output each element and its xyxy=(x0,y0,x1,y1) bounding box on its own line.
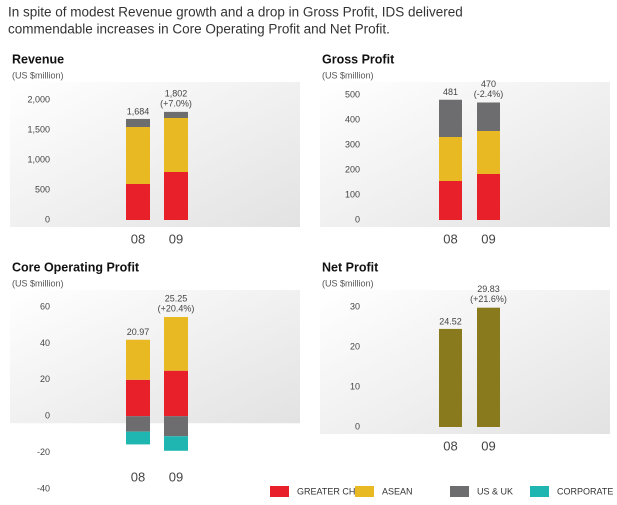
bar-segment xyxy=(126,379,150,417)
bar-segment xyxy=(164,416,188,437)
x-tick-label: 08 xyxy=(131,231,145,246)
total-label: 29.83 xyxy=(477,284,500,294)
x-tick-label: 09 xyxy=(481,231,495,246)
change-label: (+21.6%) xyxy=(470,294,507,304)
total-label: 24.52 xyxy=(439,316,462,326)
bar-segment xyxy=(164,317,188,371)
x-tick-label: 08 xyxy=(443,438,457,453)
bar-segment xyxy=(126,184,150,220)
y-tick-label: 1,500 xyxy=(27,124,50,134)
chart-title: Net Profit xyxy=(322,260,379,274)
y-tick-label: -40 xyxy=(37,483,50,493)
bar-segment xyxy=(164,370,188,417)
plot-background xyxy=(320,82,610,228)
bar-segment xyxy=(126,118,150,127)
total-label: 1,802 xyxy=(165,88,188,98)
bar-segment xyxy=(477,174,500,220)
plot-background xyxy=(10,82,300,228)
y-tick-label: 30 xyxy=(350,301,360,311)
bar-segment xyxy=(164,111,188,118)
total-label: 25.25 xyxy=(165,293,188,303)
bar-segment xyxy=(126,416,150,432)
bar-segment xyxy=(126,339,150,380)
y-tick-label: 200 xyxy=(345,164,360,174)
y-tick-label: 0 xyxy=(45,411,50,421)
total-label: 481 xyxy=(443,87,458,97)
unit-label: (US $million) xyxy=(12,278,64,288)
unit-label: (US $million) xyxy=(322,70,374,80)
header-line: commendable increases in Core Operating … xyxy=(8,22,390,37)
y-tick-label: 20 xyxy=(350,341,360,351)
x-tick-label: 09 xyxy=(481,438,495,453)
y-tick-label: 0 xyxy=(45,214,50,224)
x-tick-label: 09 xyxy=(169,231,183,246)
chart-title: Revenue xyxy=(12,52,64,66)
total-label: 20.97 xyxy=(127,327,150,337)
y-tick-label: 400 xyxy=(345,114,360,124)
header-line: In spite of modest Revenue growth and a … xyxy=(8,5,463,20)
chart-title: Gross Profit xyxy=(322,52,395,66)
y-tick-label: -20 xyxy=(37,447,50,457)
y-tick-label: 20 xyxy=(40,374,50,384)
y-tick-label: 100 xyxy=(345,189,360,199)
legend-label: CORPORATE xyxy=(557,486,613,496)
legend-label: ASEAN xyxy=(382,486,413,496)
bar-segment xyxy=(126,127,150,184)
plot-background xyxy=(10,290,300,425)
bar xyxy=(477,307,500,427)
plot-background xyxy=(320,290,610,435)
x-tick-label: 08 xyxy=(443,231,457,246)
bar-segment xyxy=(126,431,150,445)
bar-segment xyxy=(164,172,188,220)
legend-swatch xyxy=(530,486,549,497)
y-tick-label: 300 xyxy=(345,139,360,149)
y-tick-label: 0 xyxy=(355,421,360,431)
bar-segment xyxy=(439,181,462,220)
bar-segment xyxy=(439,137,462,181)
bar-segment xyxy=(477,131,500,174)
legend-label: US & UK xyxy=(477,486,513,496)
x-tick-label: 08 xyxy=(131,469,145,484)
change-label: (-2.4%) xyxy=(474,89,504,99)
total-label: 470 xyxy=(481,79,496,89)
bar-segment xyxy=(164,118,188,172)
y-tick-label: 500 xyxy=(345,89,360,99)
change-label: (+7.0%) xyxy=(160,98,192,108)
legend-label: GREATER CHINA xyxy=(297,486,370,496)
legend-swatch xyxy=(270,486,289,497)
bar-segment xyxy=(439,99,462,137)
change-label: (+20.4%) xyxy=(158,303,195,313)
unit-label: (US $million) xyxy=(12,70,64,80)
unit-label: (US $million) xyxy=(322,278,374,288)
y-tick-label: 1,000 xyxy=(27,154,50,164)
bar xyxy=(439,328,462,427)
y-tick-label: 500 xyxy=(35,184,50,194)
y-tick-label: 60 xyxy=(40,301,50,311)
total-label: 1,684 xyxy=(127,106,150,116)
x-tick-label: 09 xyxy=(169,469,183,484)
y-tick-label: 2,000 xyxy=(27,94,50,104)
legend-swatch xyxy=(355,486,374,497)
chart-title: Core Operating Profit xyxy=(12,260,140,274)
y-tick-label: 0 xyxy=(355,214,360,224)
y-tick-label: 10 xyxy=(350,381,360,391)
legend-swatch xyxy=(450,486,469,497)
bar-segment xyxy=(477,102,500,131)
bar-segment xyxy=(164,436,188,451)
y-tick-label: 40 xyxy=(40,338,50,348)
